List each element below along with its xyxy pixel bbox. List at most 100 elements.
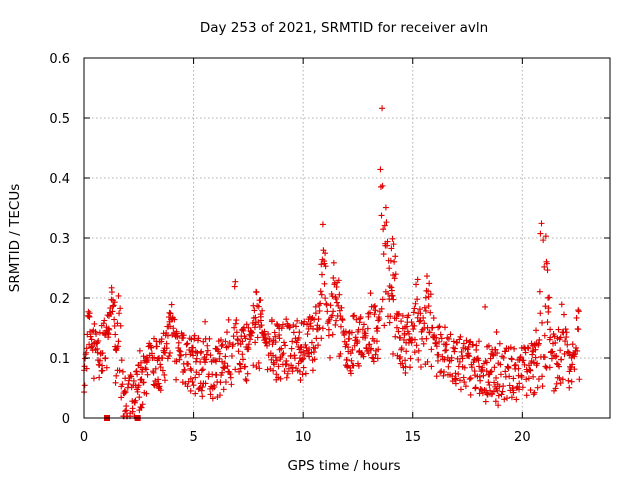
data-point	[343, 341, 350, 348]
data-point	[492, 346, 499, 353]
data-point	[427, 291, 434, 298]
data-point	[506, 373, 513, 380]
data-point	[207, 352, 214, 359]
data-point	[525, 375, 532, 382]
data-point	[138, 404, 145, 411]
data-point	[376, 315, 383, 322]
data-point	[367, 309, 374, 316]
data-point	[438, 368, 445, 375]
data-point	[222, 353, 229, 360]
data-point	[325, 326, 332, 333]
y-tick-label: 0.2	[49, 292, 70, 307]
data-point	[121, 390, 128, 397]
data-point	[198, 348, 205, 355]
data-point	[202, 359, 209, 366]
data-point	[171, 316, 178, 323]
data-point	[96, 374, 103, 381]
data-point	[547, 334, 554, 341]
data-point	[217, 379, 224, 386]
data-point	[393, 324, 400, 331]
data-point	[368, 345, 375, 352]
data-point	[459, 355, 466, 362]
data-point	[155, 376, 162, 383]
data-point	[487, 369, 494, 376]
data-point	[243, 321, 250, 328]
data-point	[461, 379, 468, 386]
data-point	[283, 316, 290, 323]
data-point	[322, 295, 329, 302]
data-point	[505, 365, 512, 372]
data-point	[315, 316, 322, 323]
data-point	[330, 274, 337, 281]
data-point	[228, 381, 235, 388]
data-point	[416, 318, 423, 325]
data-point	[406, 330, 413, 337]
data-point	[433, 343, 440, 350]
data-point	[411, 336, 418, 343]
data-point	[273, 357, 280, 364]
data-point	[250, 362, 257, 369]
data-point	[218, 343, 225, 350]
data-point	[397, 353, 404, 360]
data-point	[304, 321, 311, 328]
data-point	[493, 374, 500, 381]
data-point	[224, 363, 231, 370]
data-point	[103, 364, 110, 371]
data-point	[390, 272, 397, 279]
data-point	[451, 348, 458, 355]
data-point	[137, 359, 144, 366]
data-point	[134, 371, 141, 378]
data-point	[333, 317, 340, 324]
data-point	[278, 345, 285, 352]
data-point	[217, 336, 224, 343]
data-point	[325, 332, 332, 339]
data-point	[288, 345, 295, 352]
data-point	[327, 302, 334, 309]
data-point	[83, 365, 90, 372]
data-point	[502, 348, 509, 355]
data-point	[269, 341, 276, 348]
data-point	[426, 329, 433, 336]
data-point	[367, 290, 374, 297]
data-point	[257, 313, 264, 320]
data-point	[348, 329, 355, 336]
data-point	[426, 280, 433, 287]
axis-ticks	[83, 57, 610, 419]
data-point	[157, 387, 164, 394]
data-point	[296, 329, 303, 336]
data-point	[467, 375, 474, 382]
data-point	[122, 389, 129, 396]
data-point	[297, 377, 304, 384]
data-point	[428, 346, 435, 353]
data-point	[365, 350, 372, 357]
data-point	[523, 376, 530, 383]
data-point	[287, 353, 294, 360]
data-point	[473, 346, 480, 353]
data-point	[573, 314, 580, 321]
data-point	[282, 342, 289, 349]
data-point	[109, 303, 116, 310]
data-point	[304, 331, 311, 338]
data-point	[382, 204, 389, 211]
data-point	[99, 350, 106, 357]
data-point	[402, 363, 409, 370]
data-point	[413, 342, 420, 349]
data-point	[300, 364, 307, 371]
data-point	[285, 365, 292, 372]
data-point	[119, 381, 126, 388]
data-point	[407, 355, 414, 362]
data-point	[536, 336, 543, 343]
data-point	[447, 331, 454, 338]
data-point	[202, 380, 209, 387]
data-point	[460, 340, 467, 347]
data-point	[84, 331, 91, 338]
data-point	[497, 361, 504, 368]
data-point	[539, 383, 546, 390]
data-point	[154, 355, 161, 362]
data-point	[541, 263, 548, 270]
data-point	[544, 267, 551, 274]
data-point	[159, 355, 166, 362]
data-point	[142, 365, 149, 372]
